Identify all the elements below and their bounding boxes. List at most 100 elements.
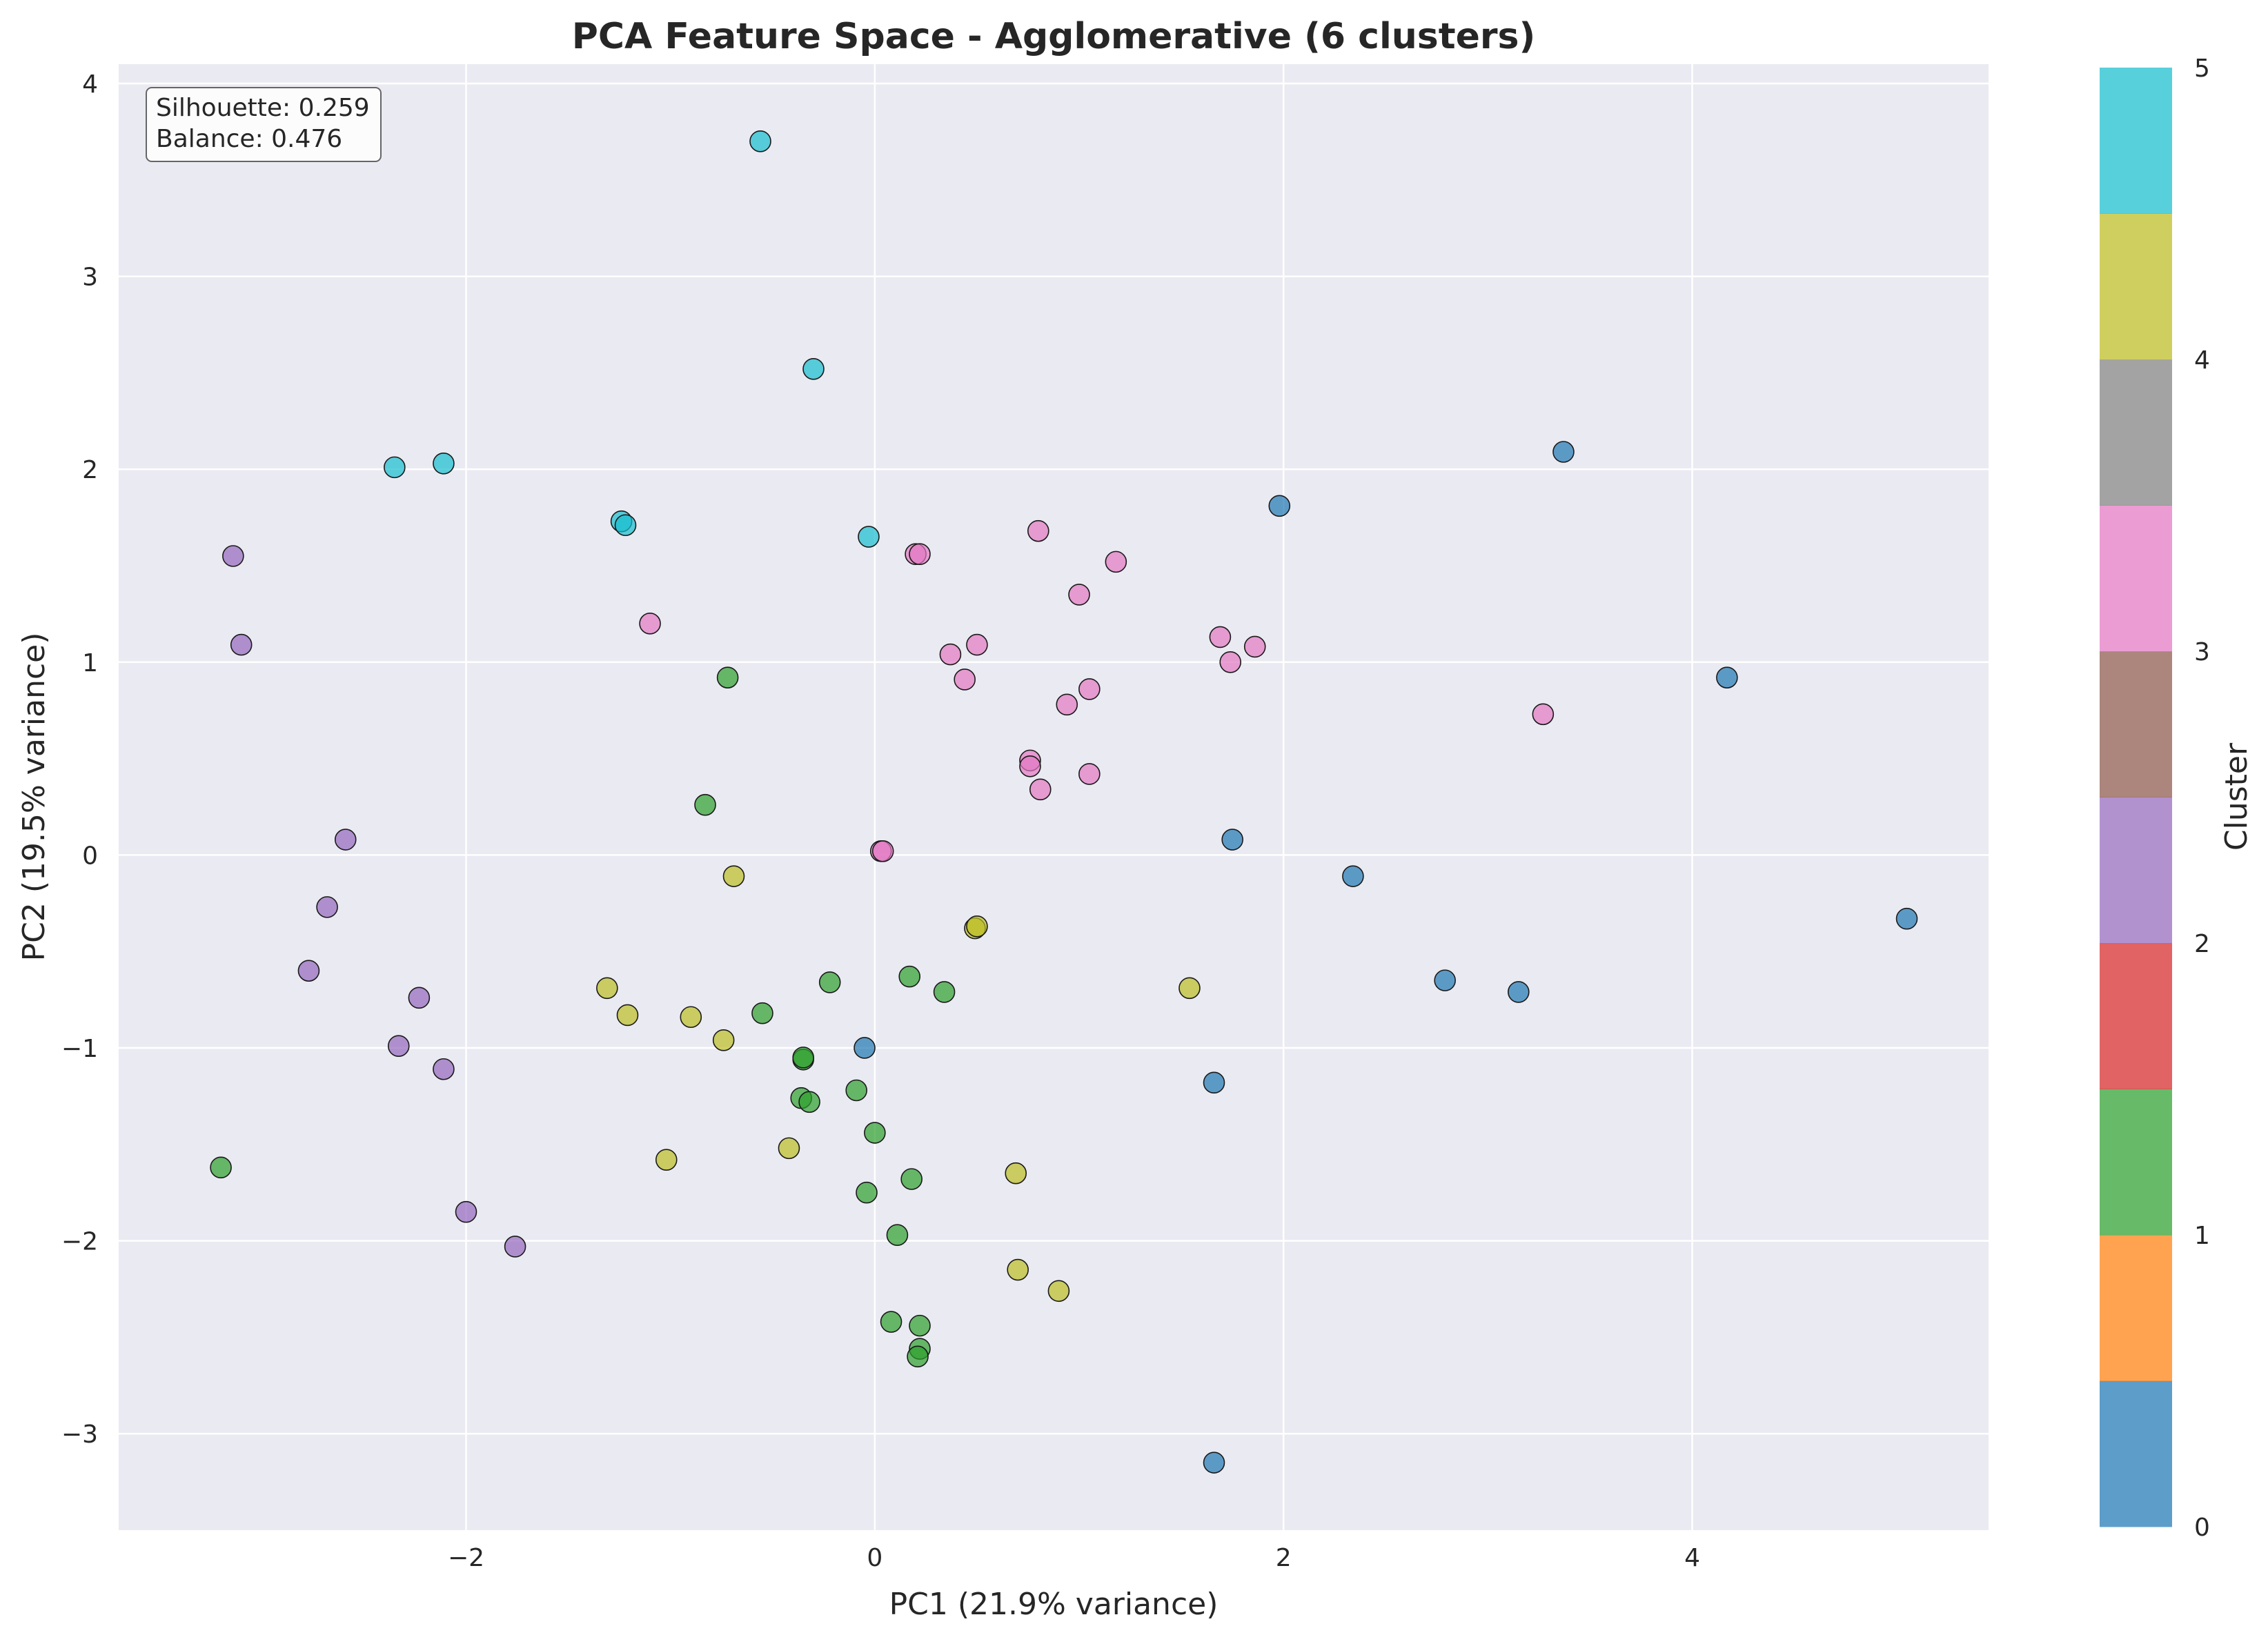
data-point-cluster-3: [1019, 755, 1041, 777]
stats-box: [146, 87, 382, 162]
colorbar-segment: [2100, 359, 2172, 506]
colorbar: [2100, 68, 2172, 1527]
data-point-cluster-4: [680, 1006, 702, 1029]
data-point-cluster-1: [792, 1047, 814, 1069]
colorbar-segment: [2100, 651, 2172, 797]
data-point-cluster-3: [1027, 519, 1049, 542]
data-point-cluster-2: [230, 633, 253, 656]
data-point-cluster-3: [1068, 584, 1090, 606]
data-point-cluster-3: [639, 613, 661, 635]
data-point-cluster-1: [933, 981, 956, 1003]
data-point-cluster-3: [1243, 635, 1266, 658]
data-point-cluster-2: [222, 545, 244, 567]
chart-title: PCA Feature Space - Agglomerative (6 clu…: [572, 16, 1535, 57]
y-tick-label: 1: [82, 649, 98, 677]
data-point-cluster-4: [966, 915, 988, 938]
data-point-cluster-2: [504, 1236, 526, 1258]
colorbar-label: Cluster: [2219, 742, 2254, 851]
data-point-cluster-4: [1179, 977, 1201, 1000]
data-point-cluster-2: [297, 960, 320, 982]
data-point-cluster-0: [1716, 666, 1738, 688]
data-point-cluster-3: [1532, 703, 1555, 726]
colorbar-segment: [2100, 1235, 2172, 1381]
y-tick-label: −1: [61, 1035, 98, 1063]
data-point-cluster-3: [909, 543, 931, 565]
balance-score: Balance: 0.476: [156, 125, 342, 153]
data-point-cluster-0: [1203, 1451, 1225, 1474]
data-point-cluster-1: [210, 1156, 232, 1179]
data-point-cluster-1: [864, 1122, 886, 1144]
x-tick-label: 2: [1276, 1544, 1292, 1572]
data-point-cluster-2: [408, 987, 431, 1009]
data-point-cluster-3: [1078, 678, 1101, 700]
data-point-cluster-5: [858, 526, 880, 548]
colorbar-tick-label: 2: [2194, 930, 2210, 958]
data-point-cluster-0: [1268, 495, 1291, 517]
data-point-cluster-3: [1078, 763, 1101, 785]
data-point-cluster-0: [1203, 1071, 1225, 1094]
x-tick-labels: −2 0 2 4: [448, 1544, 1700, 1572]
data-point-cluster-5: [384, 456, 406, 479]
y-tick-label: 4: [82, 70, 98, 99]
data-point-cluster-4: [778, 1137, 800, 1160]
colorbar-tick-label: 4: [2194, 346, 2210, 375]
data-point-cluster-0: [1895, 907, 1918, 930]
data-point-cluster-3: [954, 668, 976, 691]
data-point-cluster-1: [907, 1345, 929, 1368]
y-tick-label: 0: [82, 842, 98, 870]
data-point-cluster-5: [614, 514, 637, 537]
x-axis-label: PC1 (21.9% variance): [889, 1587, 1219, 1622]
y-tick-labels: −3 −2 −1 0 1 2 3 4: [61, 70, 98, 1449]
colorbar-segment: [2100, 1380, 2172, 1527]
y-axis-label: PC2 (19.5% variance): [17, 633, 52, 962]
data-point-cluster-1: [900, 1168, 923, 1190]
data-point-cluster-3: [1209, 626, 1232, 648]
data-point-cluster-3: [966, 633, 988, 656]
data-point-cluster-3: [1219, 651, 1241, 673]
colorbar-tick-label: 1: [2194, 1222, 2210, 1250]
data-point-cluster-4: [1047, 1280, 1070, 1302]
data-point-cluster-4: [722, 865, 745, 887]
colorbar-segment: [2100, 505, 2172, 652]
plot-background: [119, 64, 1989, 1530]
data-point-cluster-5: [433, 452, 455, 475]
data-point-cluster-2: [334, 829, 357, 851]
colorbar-tick-label: 5: [2194, 54, 2210, 83]
colorbar-segment: [2100, 213, 2172, 360]
data-point-cluster-3: [1105, 551, 1127, 573]
data-point-cluster-1: [856, 1181, 878, 1204]
data-point-cluster-1: [880, 1311, 903, 1333]
data-point-cluster-4: [1007, 1258, 1029, 1281]
colorbar-segment: [2100, 797, 2172, 944]
stats-annotation: Silhouette: 0.259 Balance: 0.476: [146, 87, 382, 162]
data-point-cluster-1: [716, 666, 739, 688]
data-point-cluster-0: [1342, 865, 1364, 887]
data-point-cluster-1: [818, 971, 841, 993]
grid-lines: [119, 64, 1989, 1530]
data-point-cluster-1: [909, 1314, 931, 1337]
colorbar-segment: [2100, 68, 2172, 214]
y-tick-label: −3: [61, 1420, 98, 1449]
data-point-cluster-3: [1056, 693, 1078, 716]
y-tick-label: 3: [82, 264, 98, 292]
data-point-cluster-2: [455, 1200, 477, 1223]
data-points: [210, 130, 1918, 1474]
x-tick-label: −2: [448, 1544, 484, 1572]
colorbar-tick-labels: 0 1 2 3 4 5: [2194, 54, 2210, 1542]
data-point-cluster-5: [749, 130, 771, 152]
data-point-cluster-2: [433, 1058, 455, 1080]
data-point-cluster-3: [939, 643, 962, 666]
data-point-cluster-1: [845, 1079, 867, 1102]
colorbar-segment: [2100, 943, 2172, 1089]
data-point-cluster-1: [898, 965, 920, 988]
data-point-cluster-4: [1005, 1162, 1027, 1185]
data-point-cluster-2: [387, 1035, 410, 1057]
data-point-cluster-3: [1029, 778, 1052, 801]
data-point-cluster-1: [751, 1002, 773, 1024]
silhouette-score: Silhouette: 0.259: [156, 94, 370, 122]
data-point-cluster-0: [1507, 981, 1530, 1003]
data-point-cluster-0: [1552, 441, 1575, 463]
colorbar-tick-label: 0: [2194, 1514, 2210, 1542]
x-tick-label: 0: [867, 1544, 882, 1572]
